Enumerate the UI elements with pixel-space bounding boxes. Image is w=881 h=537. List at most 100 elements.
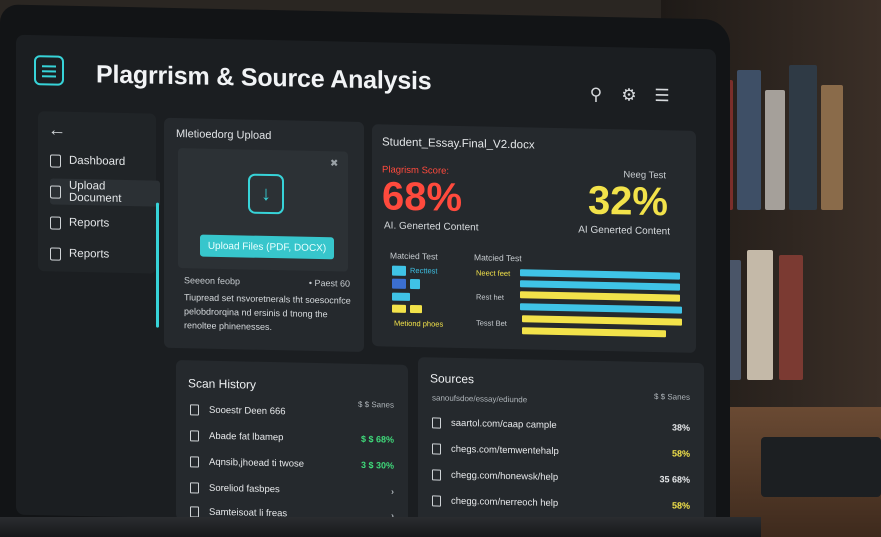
menu-icon[interactable]: ☰ <box>654 86 670 106</box>
legend-label-2: Metiond phoes <box>394 318 444 329</box>
history-row-name: Sooestr Deen 666 <box>209 404 286 417</box>
sidebar-item-label: Upload Document <box>69 179 122 205</box>
history-row[interactable]: Abade fat lbamep $ $ 68% <box>190 424 394 450</box>
source-url: chegg.com/honewsk/help <box>451 469 559 483</box>
book <box>821 85 843 210</box>
legend-swatch <box>392 292 410 301</box>
row-label: Tesst Bet <box>476 318 507 328</box>
document-icon <box>190 455 199 468</box>
plagiarism-sub: AI. Generted Content <box>384 220 479 234</box>
source-value: 38% <box>671 422 690 433</box>
source-row[interactable]: saartol.com/caap cample 38% <box>432 411 690 438</box>
book <box>747 250 773 380</box>
history-row-name: Soreliod fasbpes <box>209 482 280 495</box>
match-bar <box>522 315 682 326</box>
book <box>779 255 803 380</box>
book <box>789 65 817 210</box>
user-icon[interactable]: ⚙ <box>621 85 637 105</box>
upload-card-title: Mletioedorg Upload <box>176 128 272 143</box>
dashboard-icon <box>50 153 61 168</box>
scan-history-card: Scan History $ $ Sanes Sooestr Deen 666 … <box>176 360 408 525</box>
match-bar <box>520 291 680 302</box>
legend-swatch <box>410 304 422 314</box>
book <box>737 70 761 210</box>
scan-value: • Paest 60 <box>308 277 350 289</box>
laptop-keyboard-deck <box>0 517 761 537</box>
sources-count: $ $ Sanes <box>653 392 690 402</box>
sidebar-item-label: Reports <box>69 247 110 261</box>
history-row-value: $ $ 68% <box>360 433 394 445</box>
history-row-name: Abade fat lbamep <box>209 430 284 443</box>
match-bar <box>520 303 682 314</box>
source-row[interactable]: chegg.com/honewsk/help 35 68% <box>432 463 690 490</box>
document-icon <box>190 505 199 518</box>
plagiarism-score: 68% <box>382 174 463 221</box>
source-value: 58% <box>671 500 690 511</box>
match-bar <box>520 280 680 291</box>
source-row[interactable]: chegg.com/nerreoch help 58% <box>432 489 690 516</box>
sidebar-item-dashboard[interactable]: Dashboard <box>50 147 160 175</box>
back-arrow-icon[interactable]: ← <box>48 119 66 140</box>
document-icon <box>190 403 199 416</box>
document-icon <box>50 184 61 199</box>
sidebar-item-reports[interactable]: Reports <box>50 209 160 237</box>
document-icon <box>432 468 441 481</box>
ai-score: 32% <box>587 178 668 225</box>
file-name: Student_Essay.Final_V2.docx <box>382 136 535 152</box>
header: Plagrrism & Source Analysis ⚲ ⚙ ☰ <box>16 35 716 120</box>
sources-card: Sources sanoufsdoe/essay/ediunde $ $ San… <box>418 357 704 530</box>
app-screen: Plagrrism & Source Analysis ⚲ ⚙ ☰ ← Dash… <box>16 34 716 530</box>
report-icon <box>50 246 61 261</box>
document-icon <box>190 429 199 442</box>
scan-label: Seeeon feobp <box>184 275 241 287</box>
upload-dropzone[interactable]: ✖ ↓ Upload Files (PDF, DOCX) <box>178 148 348 272</box>
sidebar-item-upload-document[interactable]: Upload Document <box>50 178 160 207</box>
legend-swatch <box>392 278 406 289</box>
search-icon[interactable]: ⚲ <box>589 84 603 104</box>
legend-label-1: Recttest <box>410 265 438 276</box>
sidebar-item-reports-2[interactable]: Reports <box>50 240 160 268</box>
match-bar <box>522 327 666 338</box>
source-url: saartol.com/caap cample <box>451 417 557 431</box>
match-bar <box>520 269 680 280</box>
document-icon <box>432 494 441 507</box>
legend-swatch <box>392 304 406 313</box>
source-value: 35 68% <box>659 474 690 485</box>
row-label: Neect feet <box>476 268 511 279</box>
upload-files-button[interactable]: Upload Files (PDF, DOCX) <box>200 234 334 260</box>
history-row-name: Aqnsib,jhoead ti twose <box>209 456 305 470</box>
history-row[interactable]: Sooestr Deen 666 <box>190 398 394 424</box>
source-row[interactable]: chegs.com/temwentehalp 58% <box>432 437 690 464</box>
sidebar-item-label: Dashboard <box>69 154 126 168</box>
legend-swatch <box>392 265 406 276</box>
notebook <box>761 437 881 497</box>
history-row[interactable]: Aqnsib,jhoead ti twose 3 $ 30% <box>190 450 394 476</box>
upload-description: Tiupread set nsvoretnerals tht soesocnfc… <box>184 292 351 333</box>
document-icon <box>432 442 441 455</box>
analysis-card: Student_Essay.Final_V2.docx Plagrism Sco… <box>372 124 696 353</box>
sidebar: ← Dashboard Upload Document Reports Repo… <box>38 111 160 274</box>
row-label: Rest het <box>476 292 504 302</box>
report-icon <box>50 215 61 230</box>
matched-label-1: Matcied Test <box>390 250 438 262</box>
legend-swatch <box>410 278 420 290</box>
logo-icon <box>34 55 64 86</box>
source-url: chegg.com/nerreoch help <box>451 495 559 509</box>
history-row[interactable]: Soreliod fasbpes › <box>190 476 394 502</box>
laptop-bezel: Plagrrism & Source Analysis ⚲ ⚙ ☰ ← Dash… <box>0 4 730 537</box>
ai-sub: AI Generted Content <box>578 224 670 238</box>
document-icon <box>432 416 441 429</box>
download-icon: ↓ <box>248 173 284 215</box>
close-icon[interactable]: ✖ <box>330 158 339 170</box>
scan-history-title: Scan History <box>188 376 257 392</box>
matched-label-2: Matcied Test <box>474 252 522 264</box>
sidebar-item-label: Reports <box>69 216 110 230</box>
source-value: 58% <box>671 448 690 459</box>
upload-card: Mletioedorg Upload ✖ ↓ Upload Files (PDF… <box>164 117 364 352</box>
sources-path: sanoufsdoe/essay/ediunde <box>432 393 528 405</box>
page-title: Plagrrism & Source Analysis <box>96 60 432 96</box>
source-url: chegs.com/temwentehalp <box>451 443 559 457</box>
history-row-value: 3 $ 30% <box>360 459 394 471</box>
chevron-right-icon: › <box>391 486 394 497</box>
book <box>765 90 785 210</box>
